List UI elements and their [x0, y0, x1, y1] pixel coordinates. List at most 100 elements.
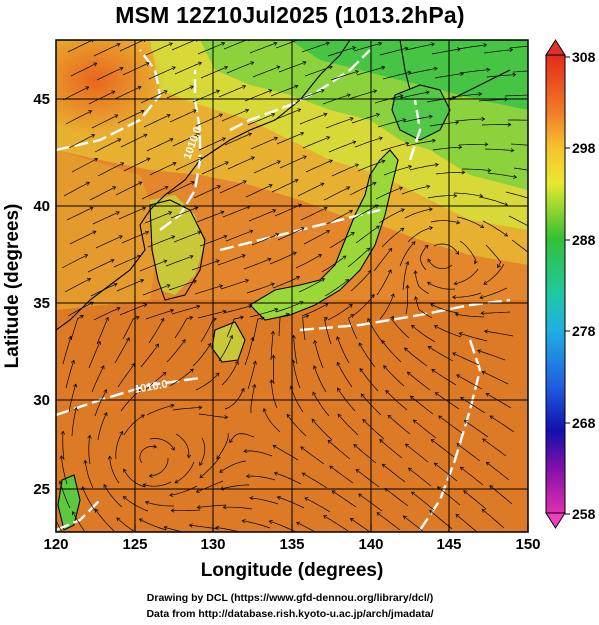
- streamline: [200, 318, 217, 343]
- streamline: [224, 388, 245, 410]
- streamline-arrow: [345, 279, 350, 283]
- streamline: [455, 118, 485, 122]
- streamline: [97, 412, 108, 441]
- streamline-arrow: [219, 284, 224, 289]
- x-tick-label: 145: [436, 536, 461, 553]
- streamline-arrow: [136, 254, 142, 259]
- streamline: [477, 350, 506, 361]
- streamline: [321, 255, 347, 273]
- streamline: [277, 496, 305, 509]
- streamline: [145, 42, 173, 56]
- streamline: [216, 432, 229, 460]
- streamline: [140, 90, 168, 104]
- x-tick-label: 150: [515, 536, 540, 553]
- streamline-arrow: [428, 207, 433, 212]
- streamline-arrow: [221, 42, 226, 46]
- streamline-arrow: [460, 71, 465, 76]
- streamline: [142, 481, 172, 487]
- streamline-arrow: [87, 434, 92, 439]
- streamline: [300, 207, 328, 221]
- streamline-arrow: [300, 131, 305, 136]
- streamline: [381, 340, 402, 363]
- streamline: [279, 155, 307, 169]
- streamline: [117, 363, 135, 388]
- streamline-arrow: [268, 184, 273, 188]
- streamline-arrow: [539, 69, 542, 73]
- streamline: [115, 181, 142, 196]
- streamline-arrow: [295, 521, 301, 526]
- streamline: [403, 515, 425, 532]
- streamline: [252, 66, 280, 78]
- streamline: [429, 121, 459, 127]
- streamline-arrow: [96, 340, 101, 345]
- streamline: [329, 465, 354, 484]
- streamline-arrow: [483, 42, 488, 48]
- streamline-arrow: [489, 485, 494, 490]
- streamline: [172, 133, 200, 147]
- streamline: [410, 395, 434, 415]
- streamline-arrow: [199, 461, 203, 466]
- streamline: [510, 143, 528, 146]
- streamline: [217, 254, 246, 266]
- streamline-arrow: [312, 365, 317, 370]
- streamline: [457, 44, 487, 50]
- streamline-arrow: [323, 112, 328, 117]
- streamline-arrow: [352, 140, 357, 145]
- streamline-arrow: [297, 108, 302, 113]
- streamline: [300, 446, 325, 465]
- streamline-arrow: [143, 133, 148, 138]
- streamline: [122, 62, 150, 76]
- streamline-arrow: [349, 117, 354, 122]
- streamline-arrow: [400, 208, 405, 213]
- streamline: [430, 220, 460, 224]
- streamline-arrow: [194, 206, 199, 211]
- streamline: [61, 254, 88, 269]
- streamline: [223, 305, 252, 314]
- streamline-arrow: [268, 89, 273, 94]
- streamline-arrow: [483, 329, 489, 334]
- streamline: [71, 407, 77, 437]
- colorbar-tick-label: 278: [572, 323, 596, 339]
- streamline: [403, 115, 433, 123]
- streamline: [192, 90, 220, 103]
- streamline-arrow: [458, 145, 463, 150]
- streamline: [109, 456, 120, 484]
- streamline: [89, 186, 116, 201]
- streamline: [169, 109, 197, 123]
- streamline-arrow: [123, 468, 127, 473]
- streamline-arrow: [433, 462, 438, 467]
- streamline: [142, 284, 171, 296]
- x-ticks: [55, 524, 529, 532]
- streamline-arrow: [135, 315, 140, 320]
- streamline-arrow: [489, 415, 494, 420]
- streamline-arrow: [376, 512, 381, 517]
- streamline-arrow: [456, 374, 461, 379]
- streamline: [252, 317, 265, 342]
- streamline: [68, 383, 77, 413]
- streamline: [483, 263, 505, 285]
- streamline-arrow: [220, 210, 225, 215]
- streamline: [337, 413, 359, 436]
- streamline: [455, 313, 485, 318]
- streamline-arrow: [453, 281, 458, 286]
- streamline-arrow: [409, 395, 414, 400]
- streamline: [376, 512, 401, 531]
- streamline-arrow: [388, 247, 393, 252]
- streamline-arrow: [381, 159, 386, 164]
- streamline-arrow: [244, 108, 250, 113]
- streamline-arrow: [507, 122, 512, 127]
- streamline: [459, 332, 488, 342]
- streamline-arrow: [196, 505, 201, 510]
- streamline-arrow: [311, 418, 316, 423]
- streamline: [460, 466, 484, 486]
- streamline-arrow: [198, 157, 203, 161]
- streamline-arrow: [426, 184, 431, 189]
- streamline-arrow: [162, 371, 167, 376]
- streamline: [250, 137, 278, 150]
- streamline: [402, 261, 409, 291]
- streamline-arrow: [148, 473, 153, 478]
- streamline: [193, 185, 221, 199]
- streamline: [323, 186, 350, 201]
- streamline-arrow: [286, 413, 291, 418]
- streamline-arrow: [353, 444, 358, 448]
